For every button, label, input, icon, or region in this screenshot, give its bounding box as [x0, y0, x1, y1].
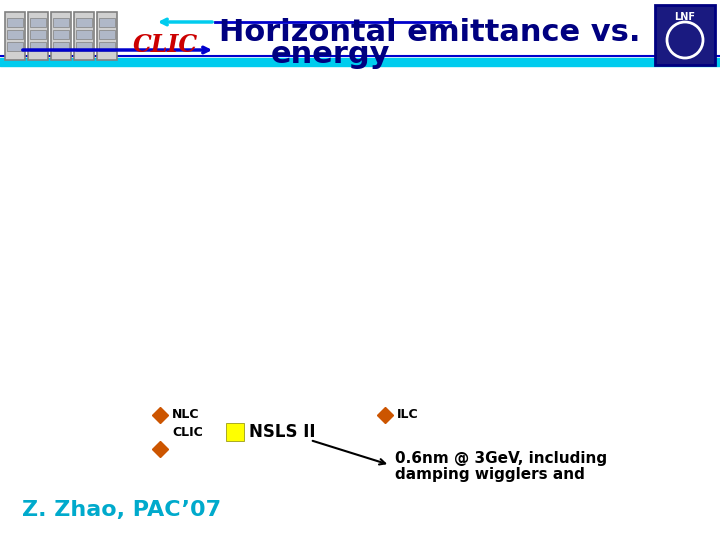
- Bar: [7, 42, 23, 51]
- Bar: [53, 30, 69, 39]
- Text: LNF: LNF: [675, 12, 696, 22]
- Text: damping wigglers and: damping wigglers and: [395, 468, 585, 483]
- Bar: [30, 18, 46, 27]
- Bar: [53, 42, 69, 51]
- Bar: [5, 12, 25, 60]
- Bar: [51, 12, 71, 60]
- Bar: [7, 18, 23, 27]
- Bar: [99, 18, 115, 27]
- Bar: [53, 18, 69, 27]
- Bar: [97, 12, 117, 60]
- Bar: [7, 30, 23, 39]
- Bar: [28, 12, 48, 60]
- Text: NLC: NLC: [172, 408, 199, 422]
- Text: CLIC: CLIC: [172, 426, 203, 438]
- Text: Z. Zhao, PAC’07: Z. Zhao, PAC’07: [22, 500, 221, 520]
- Text: energy: energy: [270, 40, 390, 69]
- Bar: [99, 42, 115, 51]
- Text: Horizontal emittance vs.: Horizontal emittance vs.: [220, 18, 641, 47]
- Bar: [74, 12, 94, 60]
- Bar: [76, 42, 92, 51]
- Text: CLIC: CLIC: [132, 33, 197, 57]
- Bar: [76, 30, 92, 39]
- Bar: [99, 30, 115, 39]
- Text: ILC: ILC: [397, 408, 418, 422]
- Bar: [30, 42, 46, 51]
- Text: NSLS II: NSLS II: [249, 423, 315, 441]
- Bar: [76, 18, 92, 27]
- Text: 0.6nm @ 3GeV, including: 0.6nm @ 3GeV, including: [395, 450, 607, 465]
- Bar: [655, 5, 715, 65]
- Bar: [30, 30, 46, 39]
